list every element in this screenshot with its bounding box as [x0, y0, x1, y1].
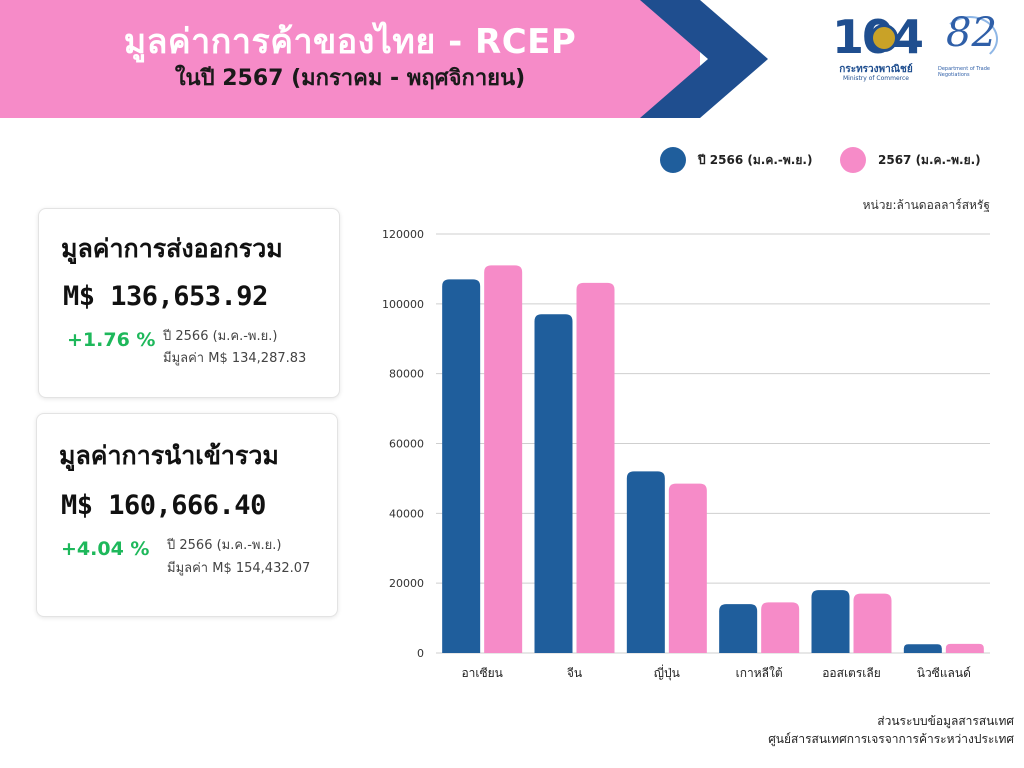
export-total-value: M$ 136,653.92: [63, 281, 268, 312]
x-tick-label-5: นิวซีแลนด์: [917, 666, 971, 680]
legend-label-2566: ปี 2566 (ม.ค.-พ.ย.): [698, 152, 813, 167]
legend-swatch-2566: [660, 147, 686, 173]
bar-series0-cat3: [719, 604, 758, 653]
footer-source-line-1: ส่วนระบบข้อมูลสารสนเทศ: [877, 714, 1014, 728]
y-tick-label-1: 20000: [389, 577, 424, 590]
legend-swatch-2567: [840, 147, 866, 173]
bar-series0-cat1: [534, 314, 573, 653]
bar-series1-cat0: [484, 265, 523, 653]
bar-series0-cat2: [626, 471, 665, 653]
moc-logo-name-th: กระทรวงพาณิชย์: [839, 64, 913, 75]
dtn-anniversary-logo: 82 Department of Trade Negotiations: [938, 10, 1004, 78]
import-summary-card: มูลค่าการนำเข้ารวม M$ 160,666.40 +4.04 %…: [36, 413, 338, 617]
page-title: มูลค่าการค้าของไทย - RCEP: [123, 22, 577, 62]
export-prev-period: ปี 2566 (ม.ค.-พ.ย.): [163, 329, 278, 344]
bar-series0-cat0: [442, 279, 481, 653]
trade-bar-chart: 0 20000 40000 60000 80000 100000 120000 อาเซียน…: [382, 228, 990, 681]
bar-series1-cat1: [576, 282, 615, 653]
ministry-of-commerce-logo: 104 กระทรวงพาณิชย์ Ministry of Commerce: [828, 10, 924, 82]
export-growth-percent: +1.76 %: [67, 329, 156, 351]
x-tick-label-1: จีน: [567, 666, 582, 680]
x-tick-label-4: ออสเตรเลีย: [822, 666, 881, 680]
x-tick-label-0: อาเซียน: [461, 666, 502, 680]
moc-seal-icon: [870, 24, 898, 52]
footer-source-line-2: ศูนย์สารสนเทศการเจรจาการค้าระหว่างประเทศ: [768, 732, 1014, 746]
legend-label-2567: 2567 (ม.ค.-พ.ย.): [878, 152, 981, 167]
page-subtitle: ในปี 2567 (มกราคม - พฤศจิกายน): [174, 66, 526, 91]
legend-item-2566: ปี 2566 (ม.ค.-พ.ย.): [660, 147, 812, 173]
y-tick-label-5: 100000: [382, 298, 424, 311]
y-tick-label-6: 120000: [382, 228, 424, 241]
bar-series1-cat5: [945, 643, 984, 653]
import-prev-period: ปี 2566 (ม.ค.-พ.ย.): [167, 538, 282, 553]
dtn-logo-label: Department of Trade Negotiations: [938, 66, 990, 78]
dtn-ring-icon: [942, 16, 998, 62]
moc-logo-name-en: Ministry of Commerce: [843, 75, 909, 82]
x-tick-label-3: เกาหลีใต้: [736, 666, 783, 680]
import-prev-value: มีมูลค่า M$ 154,432.07: [167, 561, 311, 576]
legend-item-2567: 2567 (ม.ค.-พ.ย.): [840, 147, 981, 173]
import-card-title: มูลค่าการนำเข้ารวม: [59, 441, 279, 470]
y-tick-label-4: 80000: [389, 368, 424, 381]
export-card-title: มูลค่าการส่งออกรวม: [61, 234, 283, 263]
import-growth-percent: +4.04 %: [61, 538, 150, 560]
bar-series1-cat3: [761, 602, 800, 653]
import-total-value: M$ 160,666.40: [61, 490, 266, 521]
x-tick-label-2: ญี่ปุ่น: [654, 664, 680, 681]
y-tick-label-3: 60000: [389, 438, 424, 451]
dtn-logo-number: 82: [946, 10, 997, 56]
banner-shape: [0, 0, 768, 118]
bar-series0-cat5: [903, 644, 942, 653]
unit-label: หน่วย:ล้านดอลลาร์สหรัฐ: [862, 198, 990, 212]
export-summary-card: มูลค่าการส่งออกรวม M$ 136,653.92 +1.76 %…: [38, 208, 340, 398]
bar-series1-cat2: [668, 483, 707, 653]
bar-series1-cat4: [853, 593, 892, 653]
y-tick-label-2: 40000: [389, 507, 424, 520]
header-banner: มูลค่าการค้าของไทย - RCEP ในปี 2567 (มกร…: [0, 0, 780, 118]
export-prev-value: มีมูลค่า M$ 134,287.83: [163, 351, 307, 366]
y-tick-label-0: 0: [417, 647, 424, 660]
bar-series0-cat4: [811, 590, 850, 653]
